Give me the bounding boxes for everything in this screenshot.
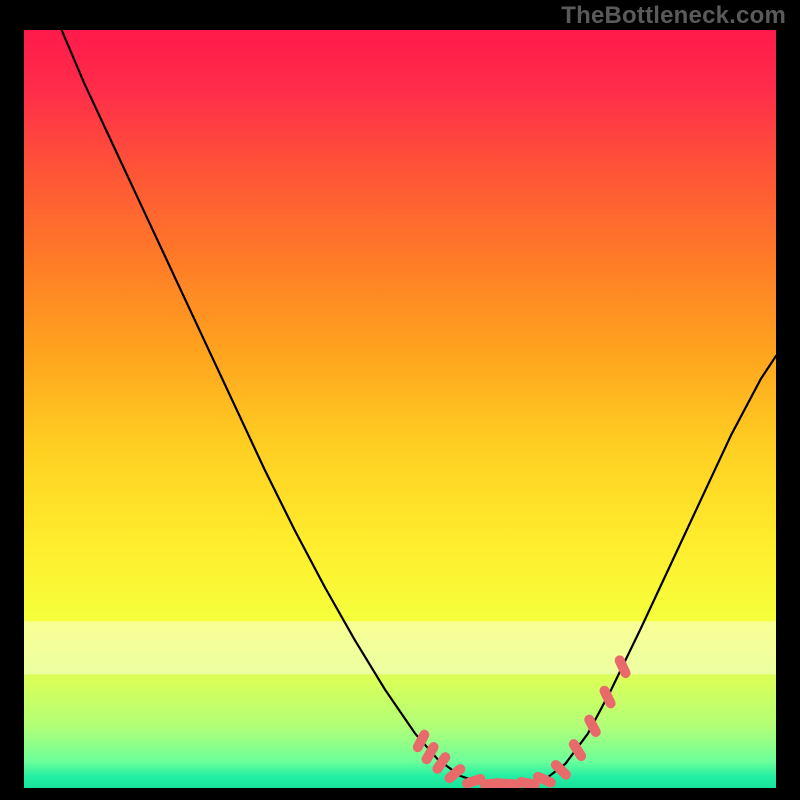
chart-container: TheBottleneck.com xyxy=(0,0,800,800)
bottleneck-curve-chart xyxy=(0,0,800,800)
pale-yellow-band xyxy=(24,621,776,674)
